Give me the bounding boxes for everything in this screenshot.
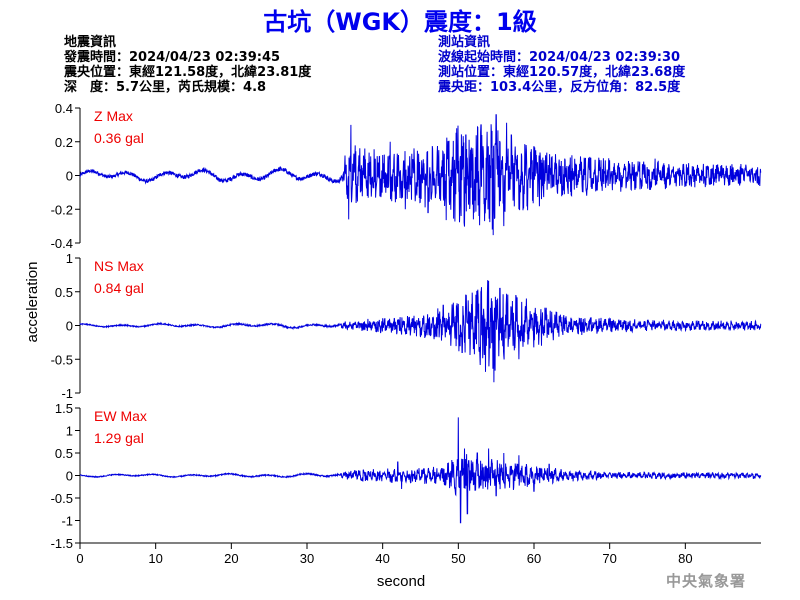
ns-y-tick-label: 1 <box>66 251 73 266</box>
ns-y-tick-label: 0.5 <box>55 285 73 300</box>
waveform-onset-time: 波線起始時間：2024/04/23 02:39:30 <box>438 50 681 65</box>
ew-y-tick-label: 0.5 <box>55 446 73 461</box>
ew-y-tick-label: 0 <box>66 469 73 484</box>
epicenter-location: 震央位置：東經121.58度，北緯23.81度 <box>64 65 312 80</box>
ew-y-tick-label: 1 <box>66 424 73 439</box>
ns-y-tick-label: -1 <box>61 386 73 401</box>
ew-y-tick-label: 1.5 <box>55 401 73 416</box>
station-info-block: 測站資訊 波線起始時間：2024/04/23 02:39:30 測站位置：東經1… <box>438 35 685 95</box>
ns-max-label: NS Max <box>94 258 144 274</box>
ew-y-tick-label: -0.5 <box>51 491 73 506</box>
x-tick-label: 80 <box>678 551 692 566</box>
origin-time: 發震時間：2024/04/23 02:39:45 <box>64 50 281 65</box>
station-info-heading: 測站資訊 <box>438 35 491 50</box>
quake-info-block: 地震資訊 發震時間：2024/04/23 02:39:45 震央位置：東經121… <box>64 35 311 95</box>
z-y-tick-label: -0.4 <box>51 236 73 251</box>
z-waveform-trace <box>79 114 762 236</box>
depth-magnitude: 深 度：5.7公里，芮氏規模：4.8 <box>64 80 267 95</box>
z-y-tick-label: 0 <box>66 169 73 184</box>
ns-y-tick-label: -0.5 <box>51 352 73 367</box>
ns-y-tick-label: 0 <box>66 319 73 334</box>
ns-max-value: 0.84 gal <box>94 280 144 296</box>
y-axis-label: acceleration <box>24 262 41 343</box>
x-tick-label: 60 <box>527 551 541 566</box>
ew-y-tick-label: -1.5 <box>51 536 73 551</box>
ew-waveform-trace <box>79 417 762 524</box>
ew-max-label: EW Max <box>94 408 147 424</box>
x-tick-label: 30 <box>300 551 314 566</box>
x-tick-label: 0 <box>76 551 83 566</box>
z-y-tick-label: 0.4 <box>55 101 73 116</box>
station-location: 測站位置：東經120.57度，北緯23.68度 <box>438 65 686 80</box>
x-tick-label: 20 <box>224 551 238 566</box>
x-tick-label: 70 <box>602 551 616 566</box>
x-axis-label: second <box>377 573 425 590</box>
ew-max-value: 1.29 gal <box>94 430 144 446</box>
agency-footer: 中央氣象署 <box>665 572 746 590</box>
distance-azimuth: 震央距：103.4公里，反方位角：82.5度 <box>438 80 681 95</box>
z-y-tick-label: -0.2 <box>51 202 73 217</box>
quake-info-heading: 地震資訊 <box>64 35 117 50</box>
x-tick-label: 40 <box>375 551 389 566</box>
z-max-value: 0.36 gal <box>94 130 144 146</box>
ns-waveform-trace <box>79 280 762 383</box>
x-tick-label: 50 <box>451 551 465 566</box>
chart-title: 古坑（WGK）震度：1級 <box>263 8 537 36</box>
x-tick-label: 10 <box>148 551 162 566</box>
ew-y-tick-label: -1 <box>61 514 73 529</box>
z-max-label: Z Max <box>94 108 133 124</box>
z-y-tick-label: 0.2 <box>55 135 73 150</box>
